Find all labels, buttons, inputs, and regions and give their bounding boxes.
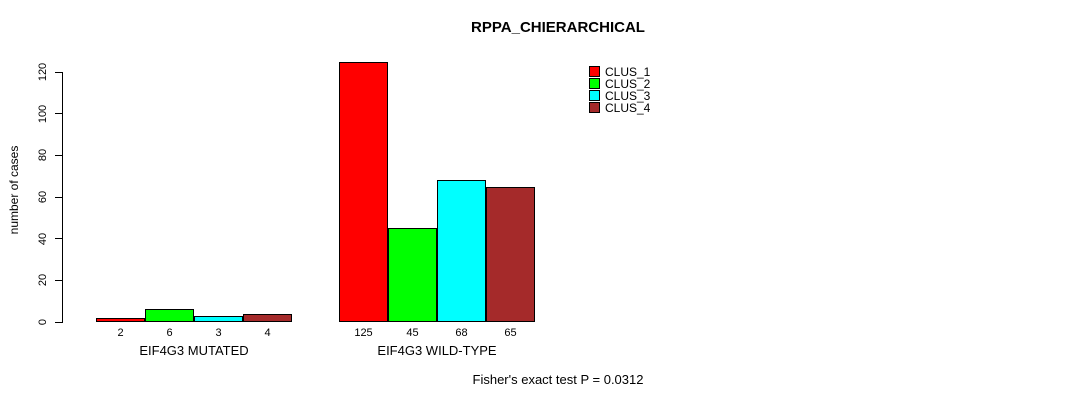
bar-value-label: 125 (354, 327, 373, 339)
bar-clus_3-group2 (437, 180, 486, 322)
y-tick-label: 100 (37, 104, 49, 123)
y-tick-mark (55, 279, 62, 281)
y-tick-mark (55, 238, 62, 240)
bar-clus_1-group2 (339, 62, 388, 322)
bar-clus_1-group1 (96, 318, 145, 322)
fisher-test-note: Fisher's exact test P = 0.0312 (472, 372, 644, 387)
y-tick-mark (55, 196, 62, 198)
bar-clus_4-group1 (243, 314, 292, 322)
bar-clus_3-group1 (194, 316, 243, 322)
bar-value-label: 45 (406, 327, 419, 339)
legend-label-clus_3: CLUS_3 (605, 89, 651, 103)
bar-value-label: 3 (215, 327, 222, 339)
y-tick-label: 20 (37, 274, 49, 287)
bar-clus_2-group1 (145, 309, 194, 322)
chart-title: RPPA_CHIERARCHICAL (471, 19, 645, 36)
legend-label-clus_2: CLUS_2 (605, 77, 651, 91)
group-label: EIF4G3 MUTATED (139, 343, 249, 358)
y-tick-label: 60 (37, 190, 49, 204)
y-axis-label: number of cases (7, 145, 21, 235)
y-axis-line (62, 72, 63, 323)
group-label: EIF4G3 WILD-TYPE (377, 343, 497, 358)
bar-value-label: 2 (117, 327, 124, 339)
y-tick-label: 120 (37, 62, 49, 82)
legend-swatch-clus_3 (589, 90, 600, 101)
y-tick-label: 40 (37, 232, 49, 245)
y-tick-mark (55, 321, 62, 323)
bar-clus_4-group2 (486, 187, 535, 322)
bar-value-label: 65 (504, 327, 517, 339)
legend-swatch-clus_4 (589, 102, 600, 113)
legend-label-clus_1: CLUS_1 (605, 65, 651, 79)
y-tick-mark (55, 113, 62, 115)
bar-value-label: 6 (166, 327, 173, 339)
legend-label-clus_4: CLUS_4 (605, 101, 651, 115)
y-tick-label: 80 (37, 149, 49, 162)
bar-clus_2-group2 (388, 228, 437, 322)
legend-swatch-clus_2 (589, 78, 600, 89)
bar-value-label: 4 (264, 327, 271, 339)
bar-value-label: 68 (455, 327, 468, 339)
y-tick-mark (55, 71, 62, 73)
y-tick-mark (55, 154, 62, 156)
legend-swatch-clus_1 (589, 66, 600, 77)
y-tick-label: 0 (37, 318, 49, 326)
